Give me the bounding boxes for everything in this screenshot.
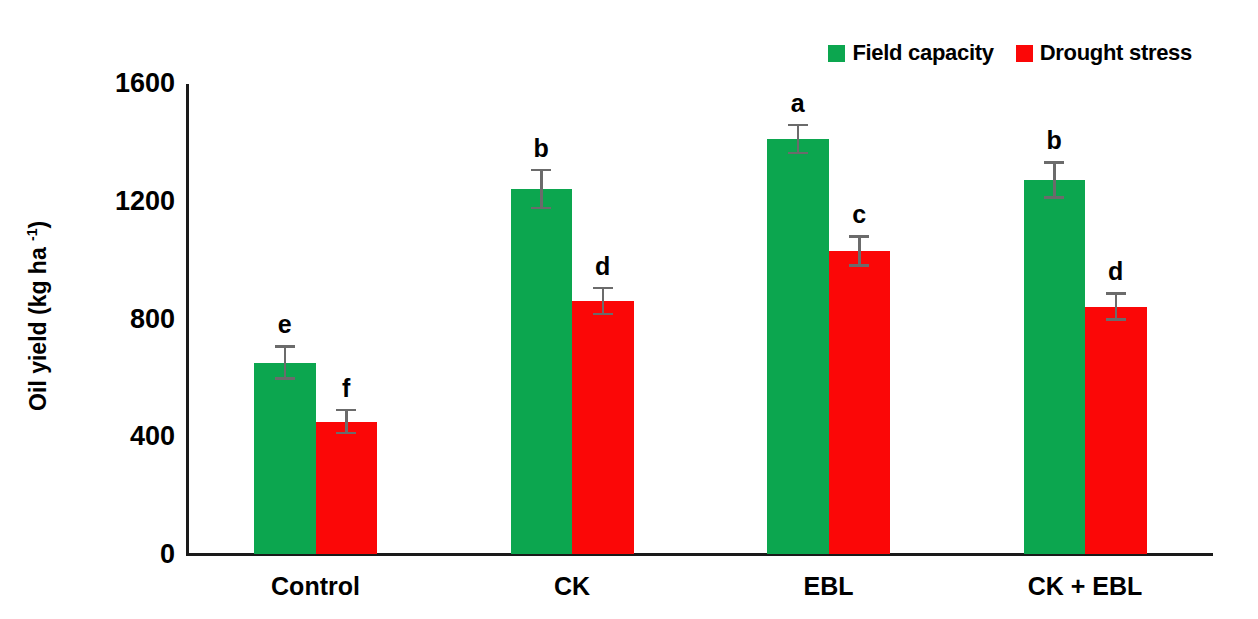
y-tick-label: 1600 <box>85 68 175 98</box>
legend-label-drought-stress: Drought stress <box>1040 40 1192 66</box>
x-category-label: CK + EBL <box>985 572 1185 601</box>
error-bar-cap-bottom <box>275 377 295 380</box>
significance-letter: e <box>255 310 315 339</box>
y-tick-label: 400 <box>85 421 175 451</box>
y-tick-label: 800 <box>85 304 175 334</box>
error-bar-cap-top <box>1106 292 1126 295</box>
legend-item-drought-stress: Drought stress <box>1016 40 1192 66</box>
x-category-label: Control <box>216 572 416 601</box>
y-axis-line <box>186 84 189 556</box>
error-bar-cap-bottom <box>531 207 551 210</box>
y-axis-title-main: Oil yield (kg ha <box>25 247 51 411</box>
error-bar-cap-bottom <box>1044 196 1064 199</box>
error-bar-stem <box>602 288 605 314</box>
significance-letter: b <box>1024 126 1084 155</box>
error-bar-cap-top <box>1044 161 1064 164</box>
y-axis-title: Oil yield (kg ha -1) <box>24 166 52 466</box>
bar-chart: Field capacity Drought stress Oil yield … <box>0 0 1258 619</box>
y-tick-label: 0 <box>85 539 175 569</box>
error-bar-cap-top <box>593 287 613 290</box>
field-capacity-bar <box>511 189 573 554</box>
drought-stress-bar <box>1085 307 1147 554</box>
field-capacity-swatch-icon <box>828 45 845 62</box>
field-capacity-bar <box>767 139 829 554</box>
error-bar-stem <box>1115 293 1118 319</box>
x-category-label: CK <box>472 572 672 601</box>
drought-stress-bar <box>572 301 634 554</box>
error-bar-cap-top <box>275 345 295 348</box>
drought-stress-swatch-icon <box>1016 45 1033 62</box>
drought-stress-bar <box>829 251 891 554</box>
significance-letter: f <box>316 374 376 403</box>
error-bar-cap-top <box>531 169 551 172</box>
error-bar-cap-bottom <box>336 432 356 435</box>
error-bar-cap-bottom <box>593 313 613 316</box>
legend: Field capacity Drought stress <box>828 40 1192 66</box>
field-capacity-bar <box>1024 180 1086 554</box>
x-category-label: EBL <box>729 572 929 601</box>
significance-letter: b <box>511 134 571 163</box>
error-bar-stem <box>797 125 800 153</box>
significance-letter: a <box>768 89 828 118</box>
error-bar-stem <box>858 236 861 265</box>
error-bar-stem <box>284 346 287 378</box>
error-bar-cap-bottom <box>788 152 808 155</box>
y-axis-title-end: ) <box>25 221 51 229</box>
error-bar-stem <box>1053 162 1056 197</box>
error-bar-stem <box>345 410 348 434</box>
significance-letter: c <box>829 200 889 229</box>
y-axis-title-sup: -1 <box>24 228 40 240</box>
legend-label-field-capacity: Field capacity <box>852 40 993 66</box>
significance-letter: d <box>1086 257 1146 286</box>
y-tick-label: 1200 <box>85 186 175 216</box>
significance-letter: d <box>573 252 633 281</box>
error-bar-cap-top <box>336 409 356 412</box>
error-bar-cap-top <box>788 124 808 127</box>
error-bar-cap-top <box>849 235 869 238</box>
error-bar-cap-bottom <box>849 264 869 267</box>
legend-item-field-capacity: Field capacity <box>828 40 993 66</box>
error-bar-stem <box>540 170 543 208</box>
field-capacity-bar <box>254 363 316 554</box>
error-bar-cap-bottom <box>1106 318 1126 321</box>
drought-stress-bar <box>316 422 378 554</box>
